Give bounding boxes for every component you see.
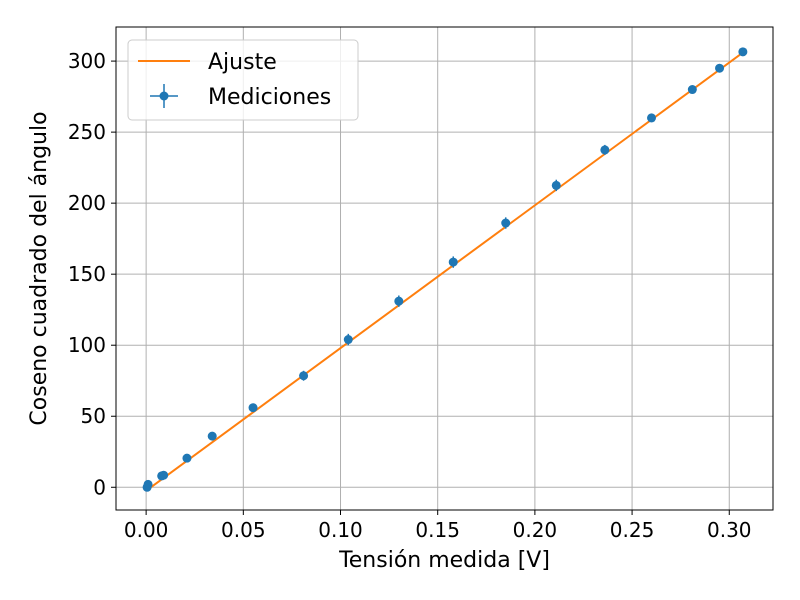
fit-line [146,51,744,491]
y-tick-label: 100 [68,333,106,357]
point-marker [687,85,697,95]
x-tick-label: 0.15 [415,518,460,542]
data-point [207,431,217,441]
data-point [501,217,511,229]
point-marker [394,296,404,306]
data-point [715,63,725,73]
y-axis-label: Coseno cuadrado del ángulo [27,111,52,425]
y-axis-ticks: 0 50 100 150 200 250 300 [68,49,116,499]
y-tick-label: 0 [93,475,106,499]
point-marker [159,470,169,480]
point-marker [343,335,353,345]
point-marker [207,431,217,441]
data-point [182,453,192,463]
y-tick-label: 150 [68,262,106,286]
point-marker [715,63,725,73]
x-tick-label: 0.30 [707,518,752,542]
data-point [299,370,309,381]
x-tick-label: 0.00 [124,518,169,542]
points-layer [142,47,748,492]
x-tick-label: 0.10 [318,518,363,542]
y-tick-label: 50 [81,404,106,428]
data-point [343,333,353,346]
point-marker [647,113,657,123]
legend-points-swatch [150,84,178,108]
fit-line-layer [146,51,744,491]
point-marker [551,180,561,190]
data-point [143,479,153,489]
data-point [738,47,748,57]
point-marker [448,257,458,267]
x-tick-label: 0.25 [610,518,655,542]
point-marker [143,479,153,489]
plot-frame [115,26,774,511]
data-point [448,256,458,268]
point-marker [600,145,610,155]
legend-points-label: Mediciones [208,85,331,110]
data-point [248,403,258,413]
data-point [394,295,404,307]
point-marker [182,453,192,463]
point-marker [501,218,511,228]
x-tick-label: 0.20 [513,518,558,542]
point-marker [299,371,309,381]
point-marker [248,403,258,413]
data-point [647,113,657,123]
x-tick-label: 0.05 [221,518,266,542]
y-tick-label: 300 [68,49,106,73]
x-axis-ticks: 0.00 0.05 0.10 0.15 0.20 0.25 0.30 [124,510,752,542]
x-axis-label: Tensión medida [V] [338,548,550,573]
y-tick-label: 200 [68,191,106,215]
data-point [687,85,697,95]
data-point [551,179,561,192]
legend-fit-label: Ajuste [208,50,277,75]
legend: Ajuste Mediciones [127,39,359,121]
y-tick-label: 250 [68,120,106,144]
point-marker [738,47,748,57]
data-point [159,470,169,480]
data-point [600,144,610,155]
